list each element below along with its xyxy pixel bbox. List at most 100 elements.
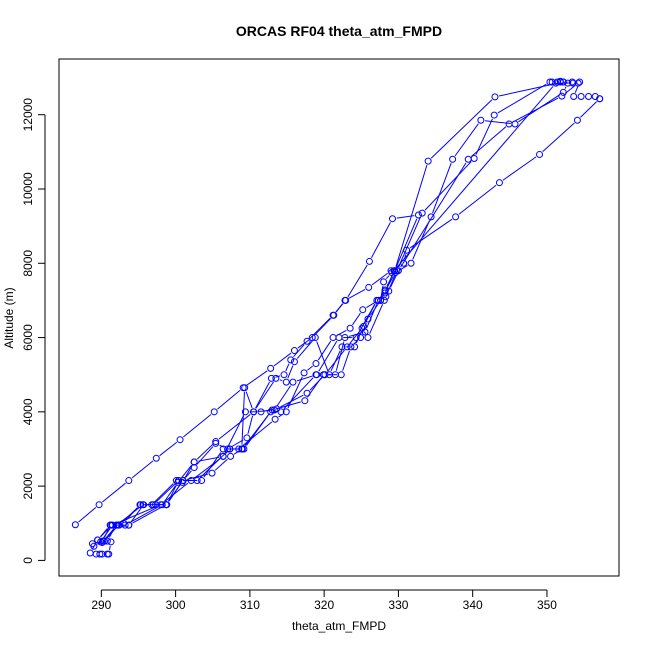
data-point [577, 93, 585, 101]
data-point [290, 358, 298, 366]
data-point [380, 296, 388, 304]
data-point [490, 111, 498, 119]
x-tick-label: 340 [463, 598, 483, 612]
series-line-segment [203, 452, 222, 478]
series-line-segment [108, 528, 115, 538]
x-tick-label: 330 [388, 598, 408, 612]
data-point [238, 445, 246, 453]
series-line-segment [498, 82, 560, 97]
series-line-segment [432, 163, 452, 214]
data-point [576, 78, 584, 86]
series-line-segment [164, 485, 176, 502]
data-point [113, 521, 121, 529]
data-point [198, 477, 206, 485]
data-point [347, 343, 355, 351]
y-tick-label: 4000 [21, 398, 35, 425]
data-point [219, 445, 227, 453]
series-line-segment [104, 527, 115, 540]
data-point [107, 538, 115, 546]
series-line-segment [349, 331, 360, 344]
plot-area-frame [58, 58, 620, 577]
data-point [241, 408, 249, 416]
data-point [585, 93, 593, 101]
data-point [271, 415, 279, 423]
series-line-segment [385, 294, 388, 297]
series-line-segment [159, 441, 178, 457]
data-point [176, 436, 184, 444]
series-line-segment [306, 377, 322, 398]
data-point [495, 179, 503, 187]
series-line-segment [126, 507, 138, 521]
data-point [152, 454, 160, 462]
data-point [106, 521, 114, 529]
data-point [382, 293, 390, 301]
data-point [289, 378, 297, 386]
x-tick-label: 350 [537, 598, 557, 612]
x-tick-label: 310 [240, 598, 260, 612]
series-layer [71, 77, 604, 558]
series-line-segment [241, 391, 245, 445]
data-point [319, 371, 327, 379]
data-point [536, 150, 544, 158]
data-point [364, 315, 372, 323]
data-point [212, 439, 220, 447]
series-line-segment [398, 264, 408, 271]
series-line-segment [168, 484, 178, 502]
data-point [365, 257, 373, 265]
data-point [418, 209, 426, 217]
series-line-segment [183, 465, 193, 480]
series-line-segment [163, 482, 189, 503]
data-point [212, 438, 220, 446]
series-line-segment [371, 272, 388, 286]
data-point [152, 501, 160, 509]
data-point [190, 458, 198, 466]
series-line-segment [564, 85, 576, 94]
series-line-segment [366, 302, 376, 308]
series-line-segment [131, 460, 154, 479]
series-line-segment [580, 101, 598, 118]
series-line-segment [246, 370, 268, 386]
data-point [568, 78, 576, 86]
series-line-segment [502, 156, 537, 181]
series-8 [94, 211, 422, 545]
data-point [250, 408, 258, 416]
series-7 [92, 538, 115, 558]
series-line-segment [348, 288, 366, 299]
series-line-segment [386, 274, 393, 290]
series-line-segment [244, 413, 271, 446]
data-point [570, 93, 578, 101]
data-point [449, 155, 457, 163]
data-point [377, 296, 385, 304]
data-point [329, 334, 337, 342]
series-line-segment [285, 363, 290, 372]
series-line-segment [409, 218, 453, 249]
data-point [388, 215, 396, 223]
data-point [491, 93, 499, 101]
data-point [337, 371, 345, 379]
series-line-segment [371, 222, 391, 258]
data-point [163, 501, 171, 509]
series-line-segment [352, 312, 361, 326]
series-line-segment [275, 375, 281, 378]
series-line-segment [185, 470, 192, 478]
series-line-segment [276, 385, 292, 407]
data-point [219, 452, 227, 460]
data-point [178, 478, 186, 486]
series-line-segment [348, 332, 362, 337]
series-line-segment [156, 483, 176, 503]
series-line-segment [327, 349, 345, 372]
x-tick-label: 300 [166, 598, 186, 612]
series-line-segment [357, 303, 376, 335]
series-line-segment [104, 528, 109, 538]
series-line-segment [287, 365, 294, 379]
series-line-segment [296, 340, 313, 359]
series-line-segment [154, 483, 174, 503]
y-tick-label: 2000 [21, 472, 35, 499]
y-tick-label: 0 [21, 557, 35, 564]
series-9 [548, 77, 604, 103]
data-point [95, 501, 103, 509]
series-line-segment [385, 275, 390, 280]
series-line-segment [198, 456, 220, 462]
series-line-segment [293, 344, 305, 358]
